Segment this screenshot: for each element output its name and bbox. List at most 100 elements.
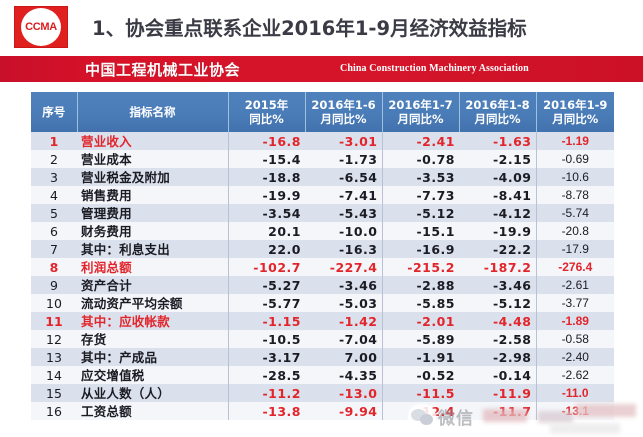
value-2016-jan-sep: -5.74 (535, 204, 614, 222)
indicator-name: 营业收入 (77, 132, 228, 150)
association-name-cn: 中国工程机械工业协会 (85, 61, 241, 79)
value-2016-jan-jun: -4.35 (305, 366, 382, 384)
indicator-name: 资产合计 (77, 276, 228, 294)
ccma-logo-text: CCMA (25, 21, 57, 33)
value-2016-jan-jun: -1.42 (305, 312, 382, 330)
value-2016-jan-sep: -8.78 (535, 186, 614, 204)
row-index: 5 (31, 204, 77, 222)
watermark-blur-block (550, 423, 620, 434)
table-row: 2 营业成本 -15.4 -1.73 -0.78 -2.15 -0.69 (31, 150, 614, 168)
indicator-name: 其中：产成品 (77, 348, 228, 366)
value-2016-jan-jul: -3.53 (381, 168, 459, 186)
indicator-name: 应交增值税 (77, 366, 228, 384)
value-2016-jan-jun: -9.94 (305, 402, 382, 420)
value-2016-jan-jul: -5.12 (381, 204, 459, 222)
table-body: 1 营业收入 -16.8 -3.01 -2.41 -1.63 -1.19 2 营业成本 -15.4… (31, 132, 614, 420)
indicator-name: 其中：利息支出 (77, 240, 228, 258)
value-2015: -102.7 (227, 258, 305, 276)
association-name-en: China Construction Machinery Association (340, 63, 529, 74)
table-row: 10 流动资产平均余额 -5.77 -5.03 -5.85 -5.12 -3.77 (31, 294, 614, 312)
table-head: 序号 指标名称 2015年 同比% 2016年1-6 月同比% 2016年1-7 (31, 92, 614, 132)
value-2016-jan-aug: -11.7 (459, 402, 536, 420)
value-2016-jan-aug: -0.14 (459, 366, 536, 384)
value-2016-jan-sep: -2.61 (535, 276, 614, 294)
value-2016-jan-jul: -16.9 (381, 240, 459, 258)
value-2016-jan-sep: -17.9 (535, 240, 614, 258)
row-index: 1 (31, 132, 77, 150)
indicator-name: 销售费用 (77, 186, 228, 204)
value-2015: -3.54 (227, 204, 305, 222)
value-2016-jan-jun: -5.03 (305, 294, 382, 312)
table-row: 12 存货 -10.5 -7.04 -5.89 -2.58 -0.58 (31, 330, 614, 348)
table-row: 8 利润总额 -102.7 -227.4 -215.2 -187.2 -276.4 (31, 258, 614, 276)
value-2016-jan-jul: -2.01 (381, 312, 459, 330)
indicator-name: 存货 (77, 330, 228, 348)
value-2016-jan-sep: -2.40 (535, 348, 614, 366)
indicator-name: 财务费用 (77, 222, 228, 240)
value-2016-jan-jun: -10.0 (305, 222, 382, 240)
table-row: 6 财务费用 20.1 -10.0 -15.1 -19.9 -20.8 (31, 222, 614, 240)
value-2016-jan-jul: -0.52 (381, 366, 459, 384)
value-2015: 20.1 (227, 222, 305, 240)
value-2016-jan-aug: -4.12 (459, 204, 536, 222)
col-header-indicator-name: 指标名称 (77, 92, 229, 132)
ccma-logo: CCMA (14, 6, 68, 48)
value-2016-jan-jun: -16.3 (305, 240, 382, 258)
table-row: 9 资产合计 -5.27 -3.46 -2.88 -3.46 -2.61 (31, 276, 614, 294)
value-2016-jan-jul: -2.88 (381, 276, 459, 294)
value-2015: -15.4 (227, 150, 305, 168)
table-row: 3 营业税金及附加 -18.8 -6.54 -3.53 -4.09 -10.6 (31, 168, 614, 186)
value-2016-jan-aug: -8.41 (459, 186, 536, 204)
col-header-index: 序号 (31, 92, 78, 132)
table-header-row: 序号 指标名称 2015年 同比% 2016年1-6 月同比% 2016年1-7 (31, 92, 614, 132)
value-2016-jan-jul: -5.89 (381, 330, 459, 348)
table-row: 15 从业人数（人） -11.2 -13.0 -11.5 -11.9 -11.0 (31, 384, 614, 402)
table-row: 4 销售费用 -19.9 -7.41 -7.73 -8.41 -8.78 (31, 186, 614, 204)
value-2015: -10.5 (227, 330, 305, 348)
table-row: 5 管理费用 -3.54 -5.43 -5.12 -4.12 -5.74 (31, 204, 614, 222)
value-2015: -18.8 (227, 168, 305, 186)
value-2016-jan-sep: -0.58 (535, 330, 614, 348)
row-index: 14 (31, 366, 77, 384)
value-2016-jan-sep: -2.62 (535, 366, 614, 384)
row-index: 12 (31, 330, 77, 348)
value-2016-jan-sep: -20.8 (535, 222, 614, 240)
value-2016-jan-jul: -11.5 (381, 384, 459, 402)
value-2015: -28.5 (227, 366, 305, 384)
value-2016-jan-sep: -13.1 (535, 402, 614, 420)
value-2016-jan-aug: -11.9 (459, 384, 536, 402)
value-2015: -3.17 (227, 348, 305, 366)
slide-header: CCMA 1、协会重点联系企业2016年1-9月经济效益指标 (0, 0, 643, 52)
table-row: 11 其中：应收帐款 -1.15 -1.42 -2.01 -4.48 -1.89 (31, 312, 614, 330)
value-2015: -13.8 (227, 402, 305, 420)
col-header-2016-jan-sep: 2016年1-9 月同比% (536, 92, 614, 132)
page-title: 1、协会重点联系企业2016年1-9月经济效益指标 (92, 17, 527, 40)
row-index: 10 (31, 294, 77, 312)
row-index: 8 (31, 258, 77, 276)
value-2016-jan-aug: -187.2 (459, 258, 536, 276)
indicator-name: 从业人数（人） (77, 384, 228, 402)
value-2016-jan-sep: -0.69 (535, 150, 614, 168)
value-2016-jan-jul: -7.73 (381, 186, 459, 204)
value-2016-jan-jul: -15.1 (381, 222, 459, 240)
value-2016-jan-jun: -13.0 (305, 384, 382, 402)
row-index: 13 (31, 348, 77, 366)
value-2016-jan-jul: -2.41 (381, 132, 459, 150)
value-2015: -5.77 (227, 294, 305, 312)
table-row: 7 其中：利息支出 22.0 -16.3 -16.9 -22.2 -17.9 (31, 240, 614, 258)
indicator-name: 其中：应收帐款 (77, 312, 228, 330)
col-header-2016-jan-aug: 2016年1-8 月同比% (459, 92, 537, 132)
value-2016-jan-jun: -227.4 (305, 258, 382, 276)
value-2015: 22.0 (227, 240, 305, 258)
value-2016-jan-aug: -1.63 (459, 132, 536, 150)
value-2016-jan-jul: -1.91 (381, 348, 459, 366)
col-header-2016-jan-jun: 2016年1-6 月同比% (305, 92, 383, 132)
value-2016-jan-sep: -11.0 (535, 384, 614, 402)
table-row: 1 营业收入 -16.8 -3.01 -2.41 -1.63 -1.19 (31, 132, 614, 150)
value-2016-jan-aug: -22.2 (459, 240, 536, 258)
row-index: 9 (31, 276, 77, 294)
value-2015: -5.27 (227, 276, 305, 294)
row-index: 3 (31, 168, 77, 186)
value-2016-jan-aug: -4.09 (459, 168, 536, 186)
